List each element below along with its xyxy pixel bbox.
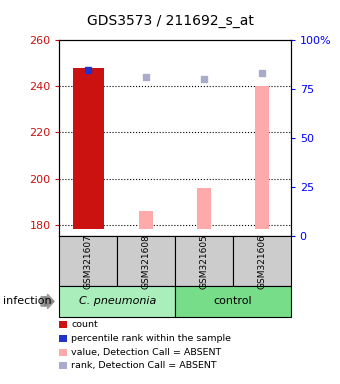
Text: percentile rank within the sample: percentile rank within the sample [71,334,232,343]
Text: GSM321608: GSM321608 [142,234,151,288]
Bar [139,211,153,229]
Bar [72,68,104,229]
Bar [255,86,269,229]
Text: GSM321605: GSM321605 [200,234,208,288]
Text: GSM321607: GSM321607 [84,234,93,288]
Text: count: count [71,320,98,329]
Text: value, Detection Call = ABSENT: value, Detection Call = ABSENT [71,348,222,357]
Text: control: control [214,296,252,306]
Text: GSM321606: GSM321606 [257,234,266,288]
Text: C. pneumonia: C. pneumonia [79,296,156,306]
Text: GDS3573 / 211692_s_at: GDS3573 / 211692_s_at [87,14,253,28]
FancyArrow shape [41,294,54,309]
Bar [197,188,211,229]
Text: rank, Detection Call = ABSENT: rank, Detection Call = ABSENT [71,361,217,371]
Text: infection: infection [3,296,52,306]
